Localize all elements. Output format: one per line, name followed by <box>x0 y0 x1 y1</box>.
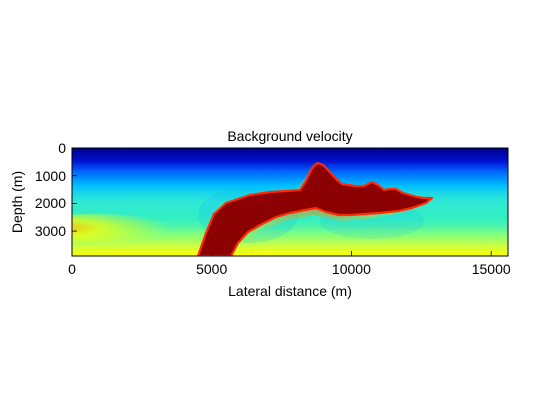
x-tick-label-0: 0 <box>68 261 76 277</box>
y-tick-label-3: 3000 <box>35 223 66 239</box>
y-tick-label-2: 2000 <box>35 195 66 211</box>
y-axis: 0 1000 2000 3000 <box>35 140 77 239</box>
x-tick-label-2: 10000 <box>332 261 371 277</box>
plot-frame <box>71 147 509 257</box>
left-high-velocity-lens <box>72 214 170 242</box>
x-axis-label: Lateral distance (m) <box>228 283 352 299</box>
x-tick-label-1: 5000 <box>196 261 227 277</box>
y-tick-label-0: 0 <box>58 140 66 156</box>
salt-body <box>196 161 434 256</box>
chart-title: Background velocity <box>227 128 352 144</box>
y-axis-label: Depth (m) <box>9 171 25 233</box>
x-axis: 0 5000 10000 15000 <box>68 251 511 277</box>
plot-area <box>72 148 508 256</box>
y-tick-label-1: 1000 <box>35 168 66 184</box>
x-tick-label-3: 15000 <box>472 261 511 277</box>
